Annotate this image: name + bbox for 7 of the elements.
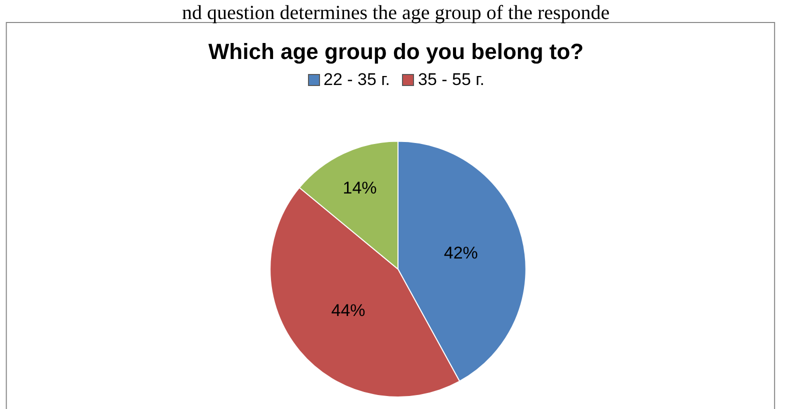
data-label: 44% — [331, 300, 366, 320]
data-label: 14% — [342, 178, 377, 198]
text: nd question determines the age group of the responde — [182, 2, 610, 24]
legend-label: 35 - 55 г. — [418, 70, 484, 89]
data-label: 42% — [444, 243, 478, 262]
chart-title: Which age group do you belong to? — [208, 38, 584, 64]
legend-label: 22 - 35 г. — [324, 70, 390, 89]
